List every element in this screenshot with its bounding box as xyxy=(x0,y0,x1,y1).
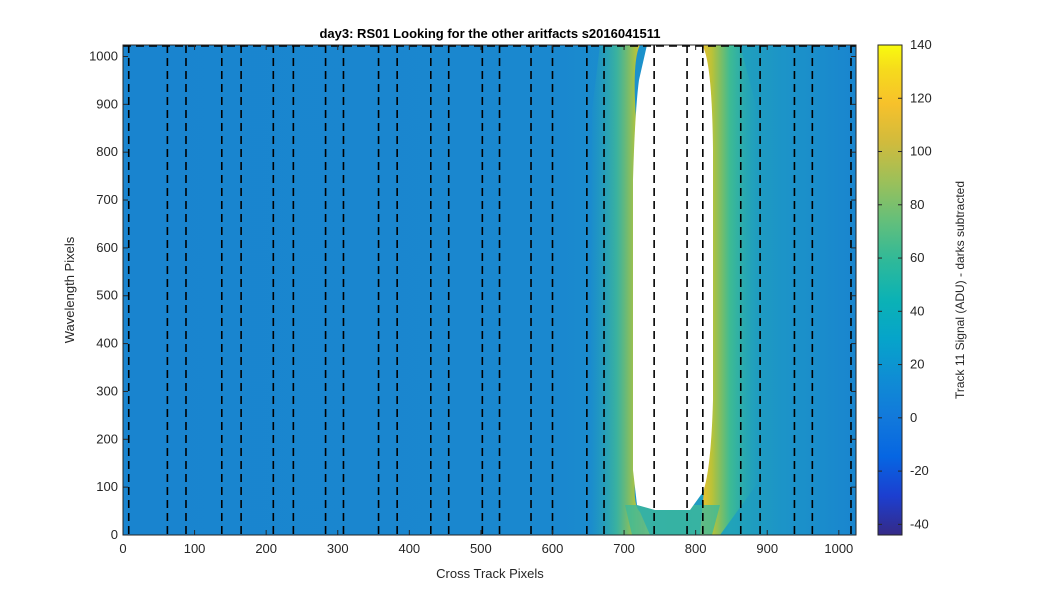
x-tick-label: 500 xyxy=(470,541,492,556)
y-axis-label: Wavelength Pixels xyxy=(62,236,77,343)
x-axis: 0 100 200 300 400 500 600 700 800 900 1000 xyxy=(119,45,853,556)
x-tick-label: 800 xyxy=(685,541,707,556)
signal-glow-right xyxy=(700,45,760,535)
y-tick-label: 500 xyxy=(96,288,118,303)
colorbar-tick-label: 40 xyxy=(910,303,924,318)
axes-frame xyxy=(122,44,857,536)
y-tick-label: 100 xyxy=(96,479,118,494)
y-tick-label: 700 xyxy=(96,192,118,207)
x-tick-label: 400 xyxy=(398,541,420,556)
heatmap-plot-area xyxy=(123,45,856,535)
y-tick-label: 1000 xyxy=(89,48,118,63)
chart-title: day3: RS01 Looking for the other aritfac… xyxy=(319,26,660,41)
y-tick-label: 200 xyxy=(96,431,118,446)
colorbar: 140 120 100 80 60 40 20 0 -20 -40 Track 11 Signal… xyxy=(877,37,967,536)
y-tick-label: 900 xyxy=(96,96,118,111)
x-tick-label: 1000 xyxy=(824,541,853,556)
colorbar-tick-label: -40 xyxy=(910,516,929,531)
x-tick-label: 100 xyxy=(184,541,206,556)
y-tick-label: 600 xyxy=(96,240,118,255)
signal-glow-bottom xyxy=(625,505,720,535)
y-tick-label: 400 xyxy=(96,336,118,351)
y-axis: 0 100 200 300 400 500 600 700 800 900 1000 xyxy=(89,48,856,542)
colorbar-tick-label: 80 xyxy=(910,197,924,212)
x-tick-label: 200 xyxy=(255,541,277,556)
y-tick-label: 800 xyxy=(96,144,118,159)
x-tick-label: 300 xyxy=(327,541,349,556)
colorbar-tick-label: 120 xyxy=(910,90,932,105)
x-axis-label: Cross Track Pixels xyxy=(436,566,544,581)
colorbar-ticks: 140 120 100 80 60 40 20 0 -20 -40 xyxy=(878,37,932,531)
x-tick-label: 900 xyxy=(756,541,778,556)
colorbar-tick-label: -20 xyxy=(910,463,929,478)
x-tick-label: 0 xyxy=(119,541,126,556)
x-tick-label: 600 xyxy=(542,541,564,556)
colorbar-tick-label: 60 xyxy=(910,250,924,265)
y-tick-label: 0 xyxy=(111,527,118,542)
dashed-boundaries xyxy=(123,45,856,535)
saturated-region xyxy=(633,45,713,510)
colorbar-gradient xyxy=(877,44,903,536)
colorbar-label: Track 11 Signal (ADU) - darks subtracted xyxy=(953,181,967,399)
colorbar-tick-label: 0 xyxy=(910,410,917,425)
colorbar-tick-label: 20 xyxy=(910,357,924,372)
colorbar-tick-label: 100 xyxy=(910,144,932,159)
colorbar-tick-label: 140 xyxy=(910,37,932,52)
y-tick-label: 300 xyxy=(96,383,118,398)
x-tick-label: 700 xyxy=(613,541,635,556)
